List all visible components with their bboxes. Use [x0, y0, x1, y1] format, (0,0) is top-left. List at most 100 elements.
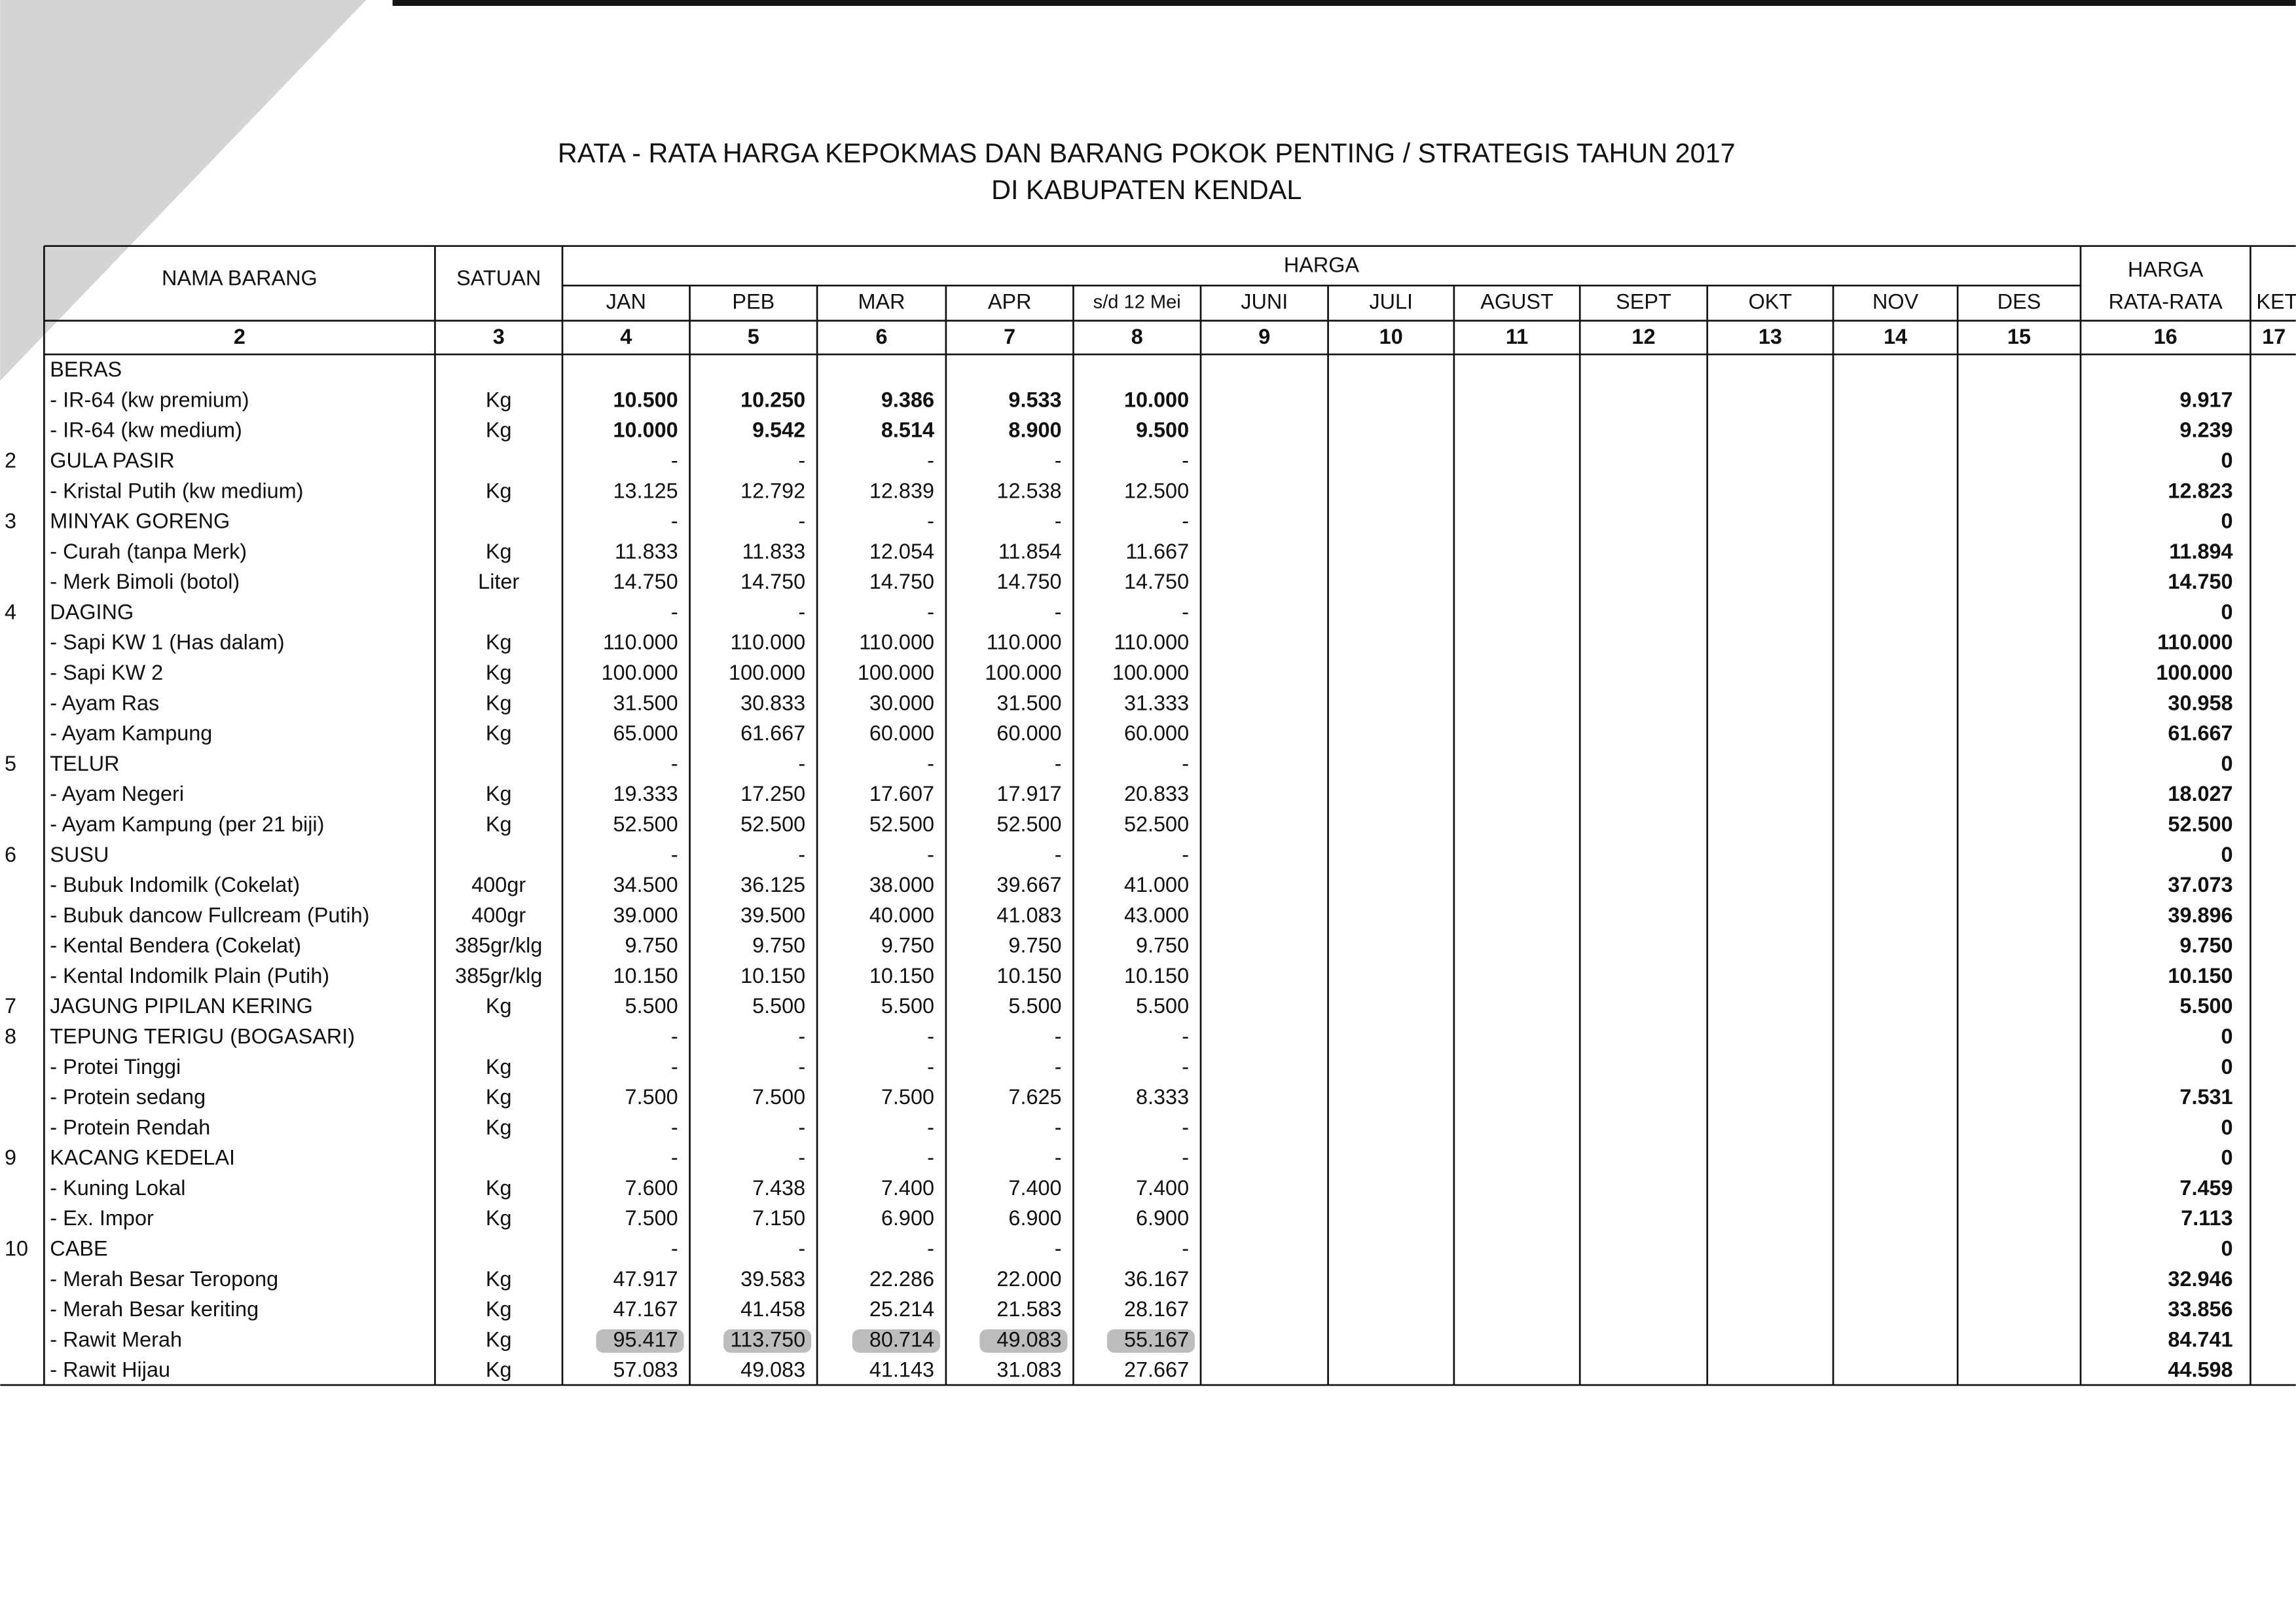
price: -: [1055, 1025, 1062, 1048]
average: 39.896: [2168, 903, 2232, 927]
price: 52.500: [869, 812, 934, 836]
unit: Kg: [486, 691, 512, 714]
price: 7.500: [881, 1085, 934, 1109]
price: 38.000: [869, 873, 934, 896]
column-number: 10: [1379, 325, 1403, 348]
price: -: [671, 600, 678, 623]
unit: Kg: [486, 1297, 512, 1321]
price: -: [1182, 1055, 1189, 1079]
column-number: 4: [620, 325, 632, 348]
price: 65.000: [613, 722, 678, 745]
price: 55.167: [1124, 1327, 1189, 1351]
price: 19.333: [613, 782, 678, 805]
price: -: [798, 843, 805, 866]
price: 60.000: [1124, 722, 1189, 745]
price: -: [798, 1115, 805, 1139]
unit: Liter: [478, 570, 519, 593]
item-name: - Rawit Merah: [50, 1327, 182, 1351]
price: 60.000: [869, 722, 934, 745]
price: 39.667: [996, 873, 1061, 896]
price: -: [927, 449, 934, 472]
item-name: GULA PASIR: [50, 449, 174, 472]
price: 9.542: [752, 418, 805, 442]
highlight: [723, 1329, 812, 1353]
item-name: - Sapi KW 2: [50, 661, 163, 684]
price: 5.500: [1136, 994, 1189, 1018]
item-name: - Merk Bimoli (botol): [50, 570, 240, 593]
price: 9.750: [752, 934, 805, 957]
column-number: 5: [748, 325, 759, 348]
price: -: [927, 1025, 934, 1048]
average: 0: [2221, 1025, 2233, 1048]
price: 39.583: [740, 1267, 805, 1291]
column-number: 15: [2007, 325, 2031, 348]
average: 37.073: [2168, 873, 2232, 896]
price: 110.000: [603, 631, 678, 654]
price: 43.000: [1124, 903, 1189, 927]
price: -: [671, 1025, 678, 1048]
average: 5.500: [2179, 994, 2232, 1018]
header-cell: HARGA: [2128, 257, 2204, 281]
average: 11.894: [2169, 540, 2232, 563]
price: 49.083: [996, 1327, 1061, 1351]
month-header: s/d 12 Mei: [1093, 292, 1181, 313]
price: 9.500: [1136, 418, 1189, 442]
column-number: 13: [1758, 325, 1782, 348]
price: 57.083: [613, 1358, 678, 1382]
price: 12.792: [740, 479, 805, 502]
highlight: [852, 1329, 940, 1353]
item-name: - Rawit Hijau: [50, 1358, 170, 1382]
item-name: - Sapi KW 1 (Has dalam): [50, 631, 284, 654]
highlight: [596, 1329, 684, 1353]
price: -: [1182, 1025, 1189, 1048]
price: -: [798, 600, 805, 623]
column-number: 14: [1884, 325, 1907, 348]
unit: Kg: [486, 1267, 512, 1291]
price: 9.533: [1008, 388, 1061, 411]
price: -: [1182, 1237, 1189, 1261]
price: 11.833: [742, 540, 805, 563]
price: -: [671, 509, 678, 533]
month-header: OKT: [1749, 289, 1793, 313]
unit: 400gr: [471, 873, 526, 896]
row-number: 3: [5, 509, 16, 533]
price: -: [1182, 600, 1189, 623]
item-name: - IR-64 (kw medium): [50, 418, 242, 442]
item-name: - Ayam Kampung: [50, 722, 212, 745]
price: -: [1055, 1055, 1062, 1079]
price: 61.667: [740, 722, 805, 745]
month-header: MAR: [858, 289, 905, 313]
price: 100.000: [729, 661, 805, 684]
price: 22.000: [996, 1267, 1061, 1291]
unit: 400gr: [471, 903, 526, 927]
price: 14.750: [869, 570, 934, 593]
highlight: [979, 1329, 1068, 1353]
average: 0: [2221, 1237, 2233, 1261]
price: -: [927, 509, 934, 533]
price: 8.333: [1136, 1085, 1189, 1109]
item-name: SUSU: [50, 843, 109, 866]
price: 9.750: [1008, 934, 1061, 957]
month-header: DES: [1997, 289, 2041, 313]
header-cell: KET: [2256, 289, 2296, 313]
price: 13.125: [613, 479, 678, 502]
item-name: BERAS: [50, 358, 122, 381]
price: -: [927, 1146, 934, 1170]
header-cell: RATA-RATA: [2109, 289, 2223, 313]
price: -: [671, 449, 678, 472]
column-number: 11: [1506, 325, 1528, 348]
price: -: [798, 1055, 805, 1079]
price: -: [798, 752, 805, 775]
average: 30.958: [2168, 691, 2232, 714]
price: 7.400: [1008, 1176, 1061, 1200]
item-name: - Ayam Negeri: [50, 782, 184, 805]
price: -: [798, 509, 805, 533]
price: -: [1055, 843, 1062, 866]
price: -: [671, 752, 678, 775]
price: 7.625: [1008, 1085, 1061, 1109]
unit: Kg: [486, 1358, 512, 1382]
price: 10.150: [996, 964, 1061, 987]
price: -: [1055, 752, 1062, 775]
